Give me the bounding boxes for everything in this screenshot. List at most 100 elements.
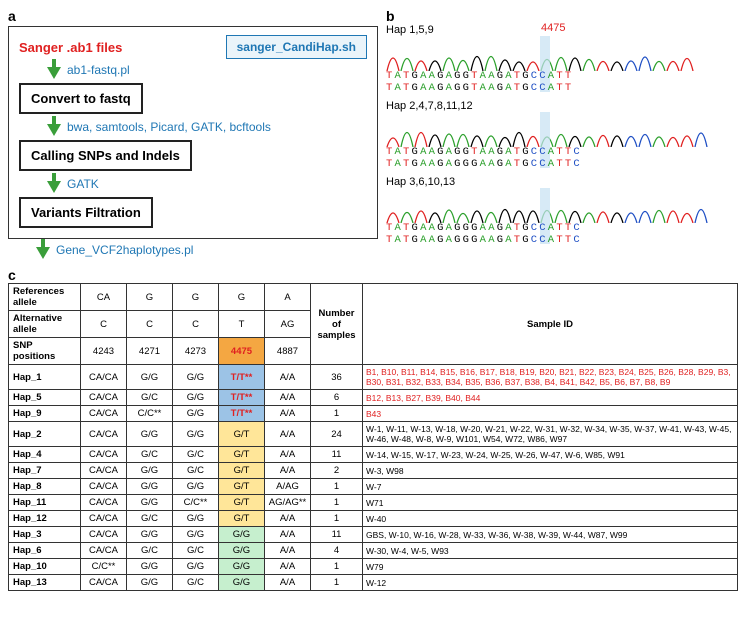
genotype-cell: G/C [127, 511, 173, 527]
genotype-cell: T/T** [219, 365, 265, 390]
hap-name: Hap_4 [9, 447, 81, 463]
genotype-cell: T/T** [219, 406, 265, 422]
alt-allele: AG [265, 311, 311, 338]
hap-group-label: Hap 3,6,10,13 [386, 176, 738, 188]
ref-allele: CA [81, 284, 127, 311]
hap-name: Hap_13 [9, 575, 81, 591]
snp-position: 4243 [81, 338, 127, 365]
sample-count: 11 [311, 527, 363, 543]
sequence-row: TATGAAGAGGGAAGATGCCATTC [386, 159, 738, 171]
genotype-cell: G/T [219, 495, 265, 511]
tool-name: ab1-fastq.pl [67, 63, 130, 77]
sample-ids: W71 [363, 495, 738, 511]
genotype-cell: A/A [265, 511, 311, 527]
sequence-row: TATGAAGAGGTAAGATGCCATT [386, 83, 738, 95]
step-box: Convert to fastq [19, 83, 143, 114]
snp-position: 4887 [265, 338, 311, 365]
genotype-cell: CA/CA [81, 390, 127, 406]
arrow-line: GATK [47, 173, 367, 195]
genotype-cell: G/G [219, 559, 265, 575]
sample-count: 1 [311, 406, 363, 422]
sample-ids: W79 [363, 559, 738, 575]
flow-header: Sanger .ab1 files sanger_CandiHap.sh [19, 35, 367, 59]
panel-b: b 4475Hap 1,5,9TATGAAGAGGTAAGATGCCATTTAT… [386, 8, 738, 261]
genotype-cell: G/G [127, 495, 173, 511]
flow-steps: ab1-fastq.plConvert to fastqbwa, samtool… [19, 59, 367, 230]
sanger-title: Sanger .ab1 files [19, 40, 122, 55]
panel-b-label: b [386, 8, 395, 24]
snp-header: SNP positions [9, 338, 81, 365]
hap-name: Hap_9 [9, 406, 81, 422]
hap-name: Hap_3 [9, 527, 81, 543]
alt-allele: T [219, 311, 265, 338]
genotype-cell: G/G [127, 463, 173, 479]
hap-name: Hap_12 [9, 511, 81, 527]
sample-ids: W-30, W-4, W-5, W93 [363, 543, 738, 559]
arrow-line: ab1-fastq.pl [47, 59, 367, 81]
genotype-cell: A/A [265, 559, 311, 575]
hap-group-label: Hap 2,4,7,8,11,12 [386, 100, 738, 112]
genotype-cell: G/G [173, 511, 219, 527]
genotype-cell: CA/CA [81, 447, 127, 463]
sample-count: 1 [311, 479, 363, 495]
genotype-cell: G/G [173, 527, 219, 543]
arrow-down-icon [36, 239, 50, 261]
genotype-cell: CA/CA [81, 463, 127, 479]
genotype-cell: G/T [219, 511, 265, 527]
genotype-cell: A/A [265, 447, 311, 463]
sample-ids: W-1, W-11, W-13, W-18, W-20, W-21, W-22,… [363, 422, 738, 447]
sample-count: 2 [311, 463, 363, 479]
genotype-cell: G/T [219, 479, 265, 495]
sample-count: 1 [311, 575, 363, 591]
script-box: sanger_CandiHap.sh [226, 35, 367, 59]
alt-allele: C [127, 311, 173, 338]
num-header: Number of samples [311, 284, 363, 365]
sample-ids: W-14, W-15, W-17, W-23, W-24, W-25, W-26… [363, 447, 738, 463]
genotype-cell: G/C [127, 543, 173, 559]
hap-name: Hap_8 [9, 479, 81, 495]
genotype-cell: G/T [219, 463, 265, 479]
sample-ids: W-7 [363, 479, 738, 495]
snp-position: 4475 [219, 338, 265, 365]
genotype-cell: G/C [173, 447, 219, 463]
genotype-cell: G/G [127, 527, 173, 543]
hap-name: Hap_1 [9, 365, 81, 390]
step-box: Variants Filtration [19, 197, 153, 228]
genotype-cell: A/A [265, 527, 311, 543]
panel-a-label: a [8, 8, 16, 24]
ref-header: References allele [9, 284, 81, 311]
genotype-cell: C/C** [173, 495, 219, 511]
sample-count: 6 [311, 390, 363, 406]
sample-count: 1 [311, 495, 363, 511]
ref-allele: G [127, 284, 173, 311]
sample-count: 1 [311, 559, 363, 575]
hap-name: Hap_11 [9, 495, 81, 511]
genotype-cell: G/G [127, 575, 173, 591]
genotype-cell: G/G [173, 422, 219, 447]
genotype-cell: G/C [127, 390, 173, 406]
genotype-cell: G/C [173, 543, 219, 559]
snp-position: 4273 [173, 338, 219, 365]
genotype-cell: AG/AG** [265, 495, 311, 511]
panel-a: a Sanger .ab1 files sanger_CandiHap.sh a… [8, 8, 378, 261]
final-tool: Gene_VCF2haplotypes.pl [56, 243, 193, 257]
genotype-cell: A/AG [265, 479, 311, 495]
genotype-cell: A/A [265, 406, 311, 422]
genotype-cell: G/G [173, 390, 219, 406]
snp-position: 4271 [127, 338, 173, 365]
position-label: 4475 [541, 22, 565, 34]
alt-allele: C [173, 311, 219, 338]
alt-allele: C [81, 311, 127, 338]
hap-name: Hap_5 [9, 390, 81, 406]
genotype-cell: A/A [265, 365, 311, 390]
ref-allele: A [265, 284, 311, 311]
sample-ids: B43 [363, 406, 738, 422]
sample-ids: W-12 [363, 575, 738, 591]
ref-allele: G [219, 284, 265, 311]
genotype-cell: G/G [173, 406, 219, 422]
chrom-block: Hap 2,4,7,8,11,12TATGAAGAGGTAAGATGCCATTC… [386, 100, 738, 170]
flowchart-box: Sanger .ab1 files sanger_CandiHap.sh ab1… [8, 26, 378, 239]
genotype-cell: CA/CA [81, 527, 127, 543]
genotype-cell: CA/CA [81, 543, 127, 559]
genotype-cell: G/G [173, 479, 219, 495]
